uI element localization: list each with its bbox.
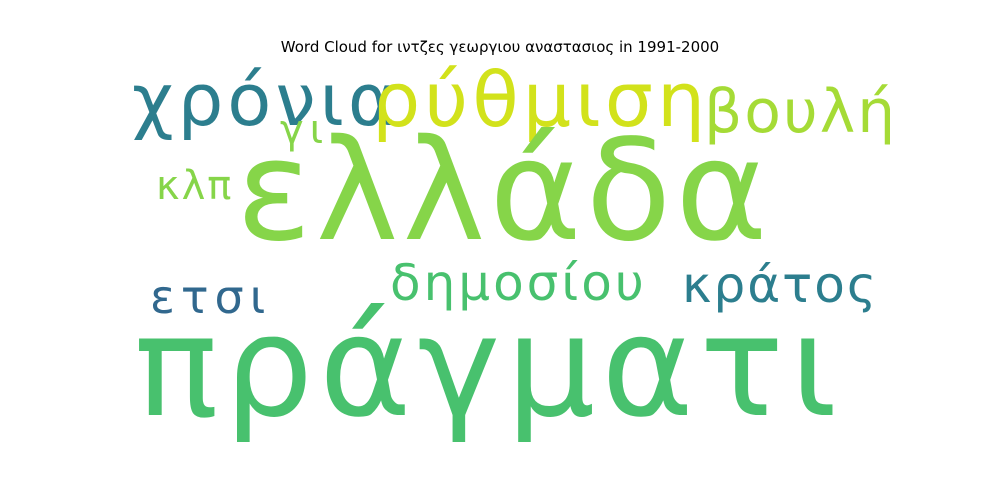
chart-title: Word Cloud for ιντζες γεωργιου αναστασιο…	[280, 38, 720, 56]
word-kratos: κράτος	[682, 256, 879, 314]
word-chronia: χρόνια	[132, 62, 400, 142]
word-etsi: ετσι	[150, 270, 272, 324]
word-ellada: ελλάδα	[236, 110, 772, 273]
word-dimosiou: δημοσίου	[390, 254, 647, 312]
word-pragmati: πράγματι	[134, 286, 844, 442]
word-gi: γι	[280, 107, 330, 153]
word-cloud: χρόνια ρύθμιση βουλή γι κλπ ελλάδα ετσι …	[130, 62, 890, 442]
word-klp: κλπ	[156, 163, 234, 209]
word-rythmisi: ρύθμιση	[372, 62, 710, 144]
word-vouli: βουλή	[704, 77, 890, 147]
